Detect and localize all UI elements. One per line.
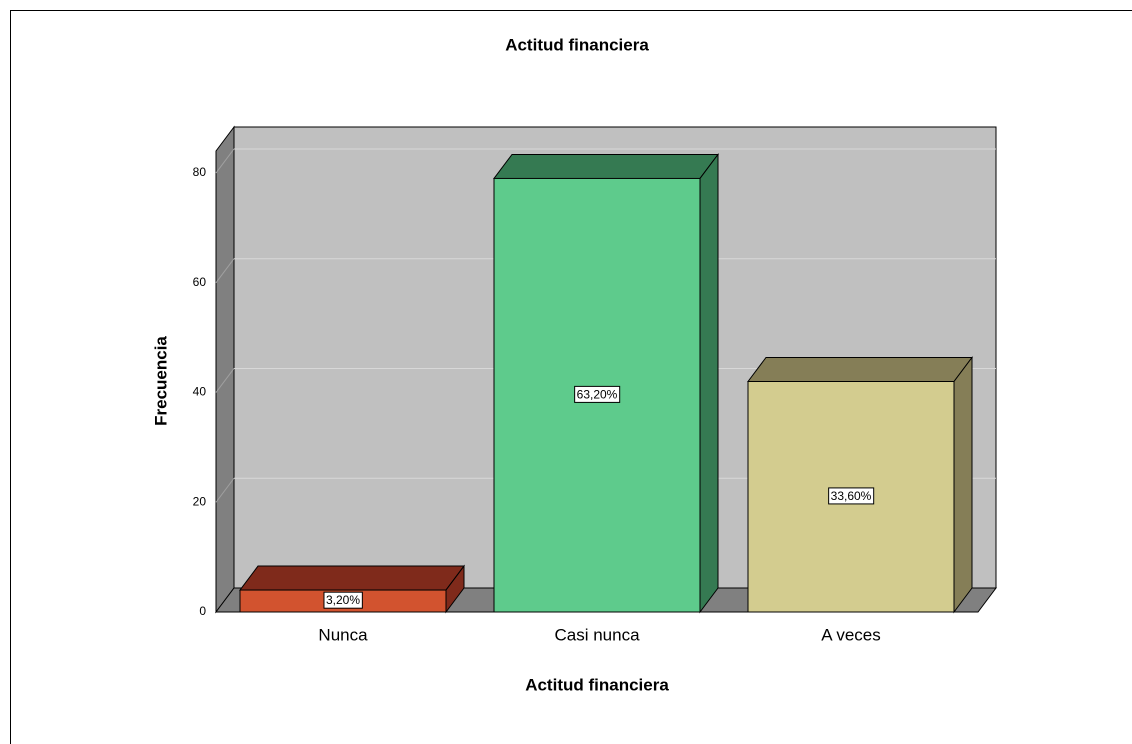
grid-line xyxy=(215,368,235,393)
value-label-box xyxy=(323,591,363,609)
y-tick-label: 80 xyxy=(193,165,207,179)
chart-title: Actitud financiera xyxy=(505,35,649,54)
side-wall xyxy=(215,125,235,614)
bar-top xyxy=(747,357,973,382)
value-label: 33,60% xyxy=(831,489,872,503)
y-tick-label: 40 xyxy=(193,385,207,399)
y-tick-label: 0 xyxy=(199,604,206,618)
frame xyxy=(10,10,1132,744)
value-label-box xyxy=(828,487,875,505)
y-tick-label: 60 xyxy=(193,275,207,289)
grid-line xyxy=(215,148,235,174)
x-axis-label: Actitud financiera xyxy=(525,675,669,694)
grid-line xyxy=(215,477,235,503)
x-tick-label: Casi nunca xyxy=(554,625,640,644)
x-tick-label: A veces xyxy=(821,625,881,644)
value-label-box xyxy=(574,385,621,403)
x-tick-label: Nunca xyxy=(318,625,368,644)
bar-side xyxy=(699,152,719,614)
y-axis-label: Frecuencia xyxy=(151,336,170,426)
grid-line xyxy=(215,258,235,284)
bar-top xyxy=(493,153,719,179)
value-label: 3,20% xyxy=(326,593,360,607)
bar-top xyxy=(239,565,465,591)
value-label: 63,20% xyxy=(577,387,618,401)
bar-side xyxy=(953,356,973,614)
y-tick-label: 20 xyxy=(193,494,207,508)
